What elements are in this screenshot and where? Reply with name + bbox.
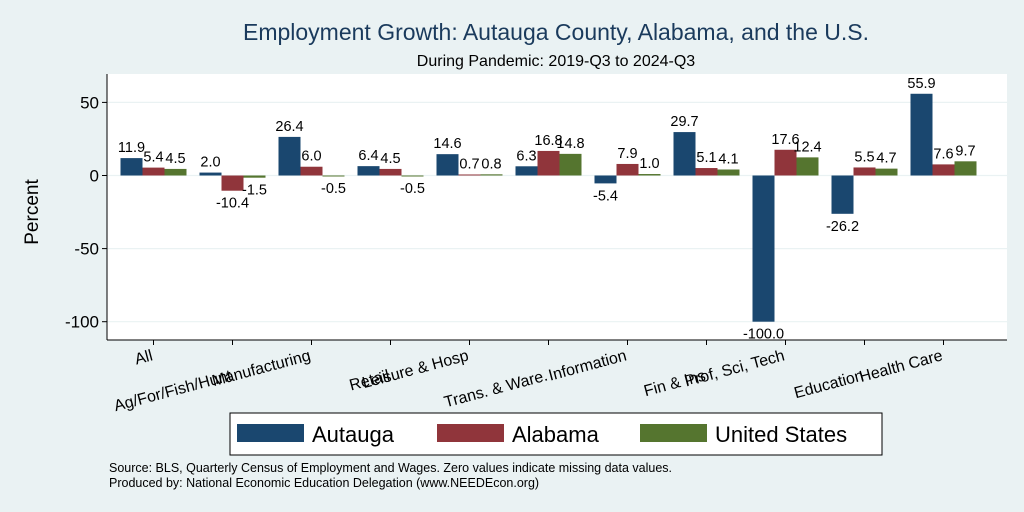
footer-produced-by: Produced by: National Economic Education… <box>109 476 539 490</box>
data-label: 6.0 <box>301 149 321 165</box>
data-label: 17.6 <box>771 132 799 148</box>
legend-box <box>229 412 883 456</box>
bar-alabama <box>379 168 402 176</box>
bar-autauga <box>199 172 222 176</box>
data-label: -5.4 <box>593 188 618 204</box>
bar-alabama <box>616 163 639 176</box>
bar-united-states <box>164 168 187 176</box>
legend: Autauga Alabama United States <box>237 422 847 447</box>
bar-alabama <box>695 168 718 176</box>
bar-alabama <box>932 164 955 176</box>
bar-united-states <box>401 175 424 177</box>
bar-autauga <box>278 136 301 176</box>
x-tick-label: Information <box>547 347 629 384</box>
bar-united-states <box>480 174 503 176</box>
chart-title: Employment Growth: Autauga County, Alaba… <box>243 19 869 45</box>
bar-autauga <box>752 175 775 322</box>
legend-label: Alabama <box>512 422 600 447</box>
bar-united-states <box>322 175 345 177</box>
data-labels-group: 11.95.4 4.5 2.0-10.4-1.526.46.0-0.56.4 4.5-… <box>118 76 976 343</box>
x-tick-label: Health Care <box>858 347 945 386</box>
data-label: 2.0 <box>200 155 220 171</box>
y-tick-label: -100 <box>65 313 99 332</box>
chart-subtitle: During Pandemic: 2019-Q3 to 2024-Q3 <box>417 53 695 70</box>
data-label: 11.9 <box>118 140 145 156</box>
legend-label: United States <box>715 422 847 447</box>
data-label: 4.1 <box>718 152 738 168</box>
data-label: 16.8 <box>534 133 562 149</box>
data-label: 6.4 <box>358 148 378 164</box>
bar-alabama <box>142 167 165 176</box>
x-tick-label: Manufacturing <box>210 347 312 390</box>
bar-alabama <box>774 149 797 176</box>
bar-alabama <box>537 150 560 176</box>
bar-united-states <box>796 157 819 176</box>
y-axis-label: Percent <box>22 179 43 245</box>
legend-swatch-autauga <box>237 424 304 442</box>
data-label: 12.4 <box>793 139 821 155</box>
bar-united-states <box>243 175 266 178</box>
bar-alabama <box>458 174 481 176</box>
y-axis: 50 0 -50 -100 <box>65 74 108 340</box>
legend-label: Autauga <box>312 422 395 447</box>
bar-united-states <box>559 153 582 176</box>
bar-autauga <box>594 175 617 184</box>
x-tick-label: Education <box>792 367 865 402</box>
data-label: 0.7 <box>459 156 479 172</box>
data-label: 14.6 <box>433 136 461 152</box>
bar-autauga <box>910 93 933 176</box>
bar-autauga <box>673 132 696 176</box>
footer-source: Source: BLS, Quarterly Census of Employm… <box>109 461 672 475</box>
data-label: -100.0 <box>743 327 784 343</box>
bar-united-states <box>954 161 977 176</box>
data-label: 5.4 <box>143 150 163 166</box>
x-tick-label: Trans. & Ware. <box>442 367 549 411</box>
y-tick-label: 0 <box>90 167 99 186</box>
data-label: 14.8 <box>556 136 584 152</box>
bar-alabama <box>300 166 323 176</box>
bar-autauga <box>515 166 538 176</box>
x-tick-label: Prof, Sci, Tech <box>683 347 787 390</box>
data-label: 55.9 <box>907 76 935 92</box>
y-tick-label: -50 <box>74 240 99 259</box>
data-label: 7.9 <box>617 146 637 162</box>
plot-area <box>107 74 1007 340</box>
bar-autauga <box>831 175 854 214</box>
bar-alabama <box>221 175 244 191</box>
data-label: 0.8 <box>481 156 501 172</box>
y-tick-label: 50 <box>80 93 99 112</box>
bar-united-states <box>638 174 661 176</box>
bars-group <box>120 93 977 322</box>
data-label: 29.7 <box>670 114 698 130</box>
data-label: 4.5 <box>380 151 400 167</box>
data-label: -0.5 <box>321 181 346 197</box>
data-label: -10.4 <box>216 196 249 212</box>
bar-autauga <box>120 158 143 176</box>
bar-united-states <box>875 168 898 176</box>
data-label: 5.1 <box>696 150 716 166</box>
data-label: -1.5 <box>242 183 267 199</box>
bar-united-states <box>717 169 740 176</box>
data-label: -0.5 <box>400 181 425 197</box>
bar-autauga <box>436 154 459 176</box>
data-label: 4.7 <box>876 151 896 167</box>
data-label: 9.7 <box>955 143 975 159</box>
data-label: 5.5 <box>854 149 874 165</box>
bar-alabama <box>853 167 876 176</box>
data-label: 6.3 <box>516 148 536 164</box>
data-label: 7.6 <box>933 146 953 162</box>
legend-swatch-united-states <box>640 424 707 442</box>
data-label: 4.5 <box>165 151 185 167</box>
x-tick-label: All <box>133 347 155 368</box>
data-label: 26.4 <box>275 119 303 135</box>
data-label: 1.0 <box>639 156 659 172</box>
legend-swatch-alabama <box>437 424 504 442</box>
data-label: -26.2 <box>826 219 859 235</box>
bar-autauga <box>357 166 380 176</box>
